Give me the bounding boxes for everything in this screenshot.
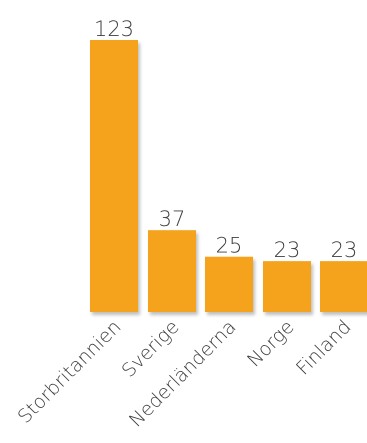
bar-finland (320, 261, 367, 312)
bar-nederländerna (205, 256, 253, 312)
value-labels-layer: 123 37 25 23 23 (94, 17, 357, 262)
value-label: 23 (331, 238, 358, 262)
bar-storbritannien (90, 40, 138, 312)
category-label: Nederländerna (125, 316, 241, 432)
bars-layer (90, 40, 367, 312)
category-label: Norge (243, 316, 298, 371)
category-label: Finland (292, 316, 356, 380)
bar-norge (263, 261, 311, 312)
value-label: 25 (216, 234, 243, 258)
value-label: 37 (159, 207, 186, 231)
category-label: Storbritannien (14, 316, 126, 428)
value-label: 23 (274, 238, 301, 262)
value-label: 123 (94, 17, 134, 41)
bar-sverige (148, 230, 196, 312)
